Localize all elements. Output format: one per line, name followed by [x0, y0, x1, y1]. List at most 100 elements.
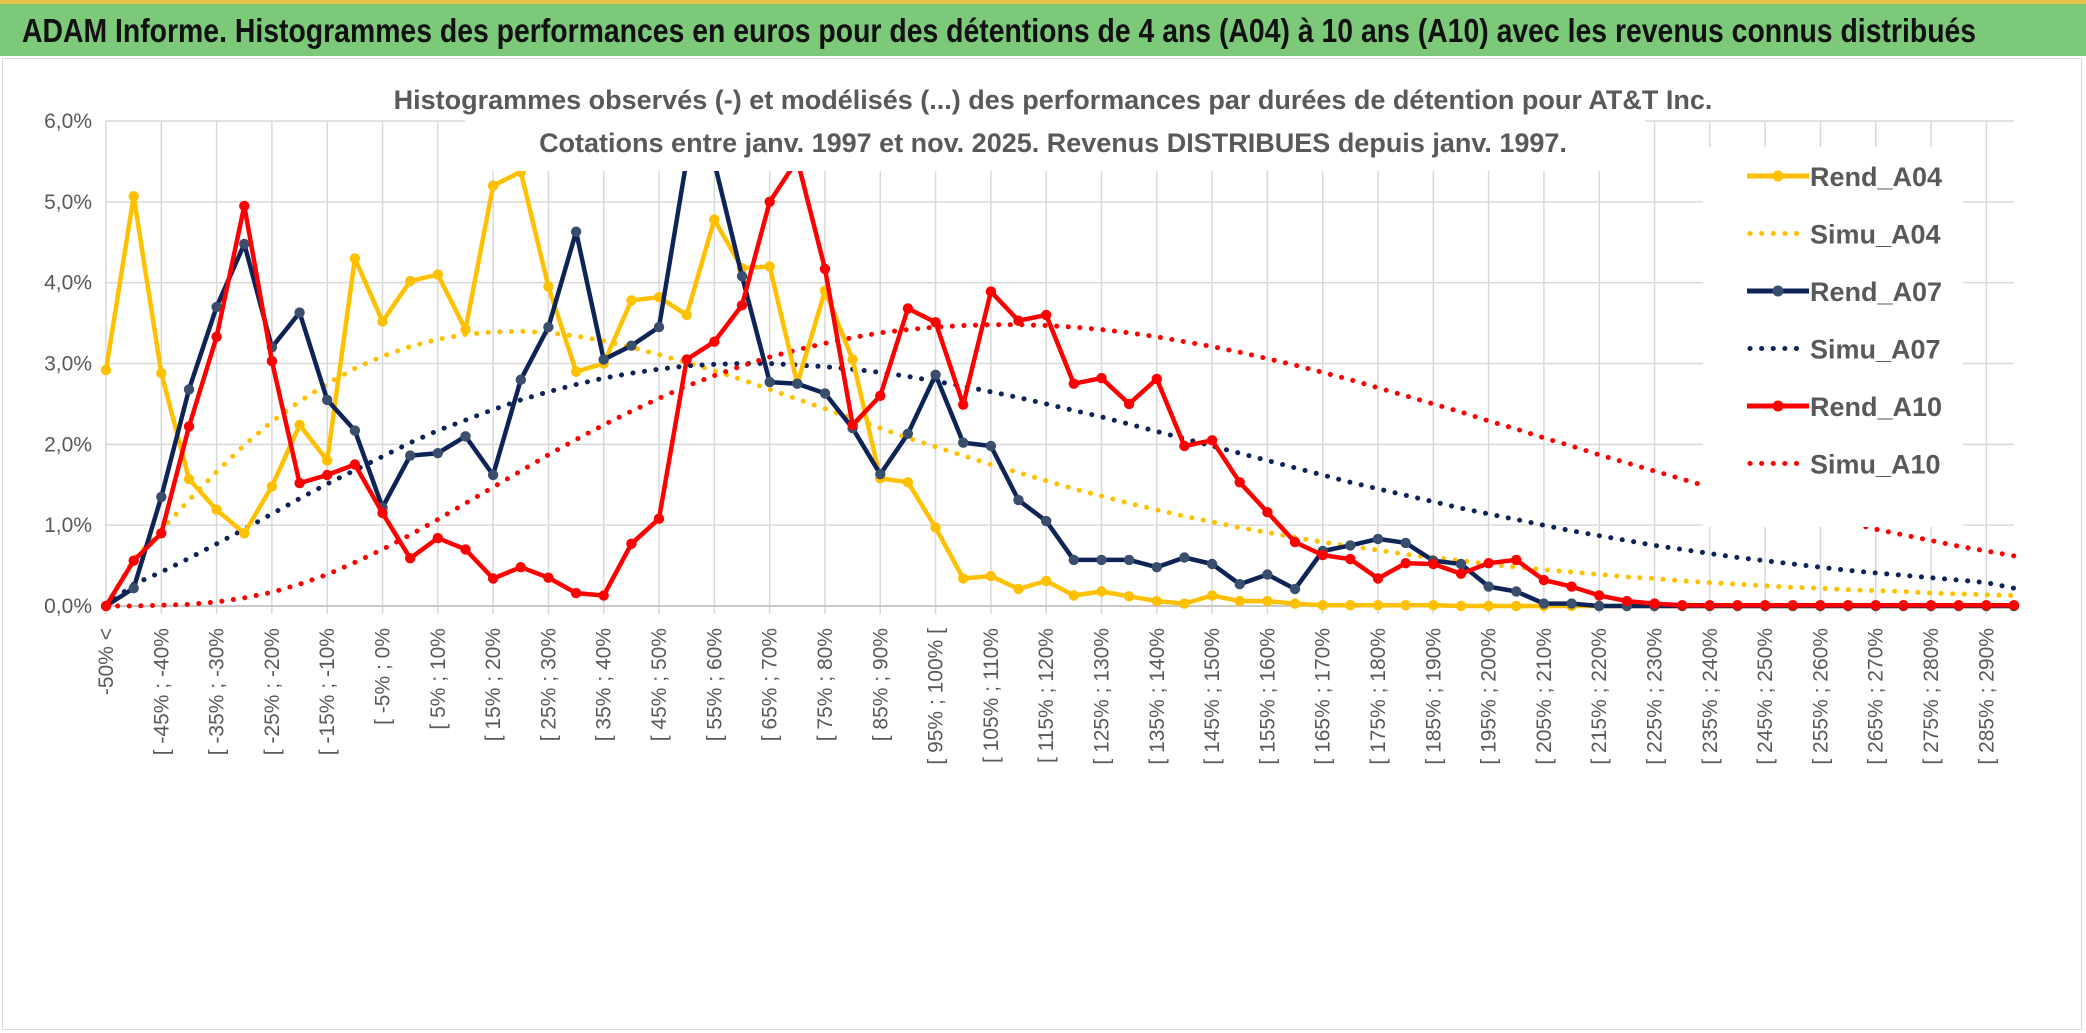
data-point-rend_a10 — [1455, 568, 1467, 579]
data-point-rend_a10 — [1649, 598, 1660, 609]
data-point-rend_a07 — [792, 378, 803, 389]
data-point-rend_a10 — [377, 507, 388, 519]
data-point-rend_a07 — [432, 448, 443, 459]
legend-box — [1703, 147, 1963, 527]
data-point-rend_a10 — [2008, 600, 2020, 611]
data-point-rend_a04 — [1428, 600, 1439, 611]
x-tick-label: [ 235% ; 240% — [1699, 628, 1722, 765]
data-point-rend_a04 — [764, 261, 775, 272]
x-tick-label: [ 255% ; 260% — [1809, 628, 1832, 765]
data-point-rend_a10 — [1842, 600, 1854, 611]
data-point-rend_a07 — [1372, 533, 1384, 545]
data-point-rend_a10 — [1345, 553, 1356, 565]
x-tick-label: [ 225% ; 230% — [1644, 628, 1667, 765]
data-point-rend_a10 — [1179, 440, 1190, 452]
data-point-rend_a10 — [1123, 398, 1135, 410]
y-tick-label: 6,0% — [44, 110, 92, 133]
data-point-rend_a07 — [156, 491, 167, 503]
data-point-rend_a04 — [570, 366, 582, 377]
data-point-rend_a04 — [266, 481, 278, 492]
data-point-rend_a07 — [515, 374, 526, 385]
x-tick-label: [ 215% ; 220% — [1588, 628, 1611, 765]
data-point-rend_a10 — [405, 553, 416, 564]
data-point-rend_a07 — [405, 450, 416, 461]
data-point-rend_a10 — [1151, 373, 1163, 385]
x-tick-label: [ 265% ; 270% — [1865, 628, 1888, 765]
data-point-rend_a10 — [1511, 554, 1522, 566]
x-tick-label: [ 85% ; 90% — [869, 628, 892, 741]
data-point-rend_a10 — [626, 538, 637, 549]
data-point-rend_a07 — [349, 425, 361, 436]
x-tick-label: [ -25% ; -20% — [261, 628, 284, 755]
x-tick-label: [ 115% ; 120% — [1035, 628, 1058, 763]
x-tick-label: -50% < — [95, 628, 118, 695]
x-tick-label: [ -35% ; -30% — [206, 628, 229, 755]
data-point-rend_a10 — [1234, 477, 1245, 488]
data-point-rend_a07 — [626, 340, 637, 351]
legend-label-rend_a04: Rend_A04 — [1810, 162, 1942, 192]
y-tick-label: 1,0% — [44, 514, 92, 537]
data-point-rend_a10 — [294, 477, 305, 489]
data-point-rend_a07 — [1538, 598, 1550, 609]
data-point-rend_a07 — [1151, 562, 1163, 573]
data-point-rend_a04 — [626, 295, 637, 306]
data-point-rend_a07 — [1511, 586, 1522, 597]
x-tick-label: [ 275% ; 280% — [1920, 628, 1943, 765]
data-point-rend_a07 — [211, 301, 222, 313]
data-point-rend_a07 — [1262, 569, 1273, 580]
data-point-rend_a04 — [1206, 590, 1218, 601]
data-point-rend_a10 — [1594, 590, 1605, 601]
data-point-rend_a04 — [239, 528, 250, 539]
data-point-rend_a10 — [1566, 581, 1577, 592]
data-point-rend_a10 — [902, 303, 914, 314]
x-tick-label: [ -5% ; 0% — [372, 628, 395, 725]
data-point-rend_a10 — [1898, 600, 1909, 611]
data-point-rend_a10 — [681, 354, 692, 365]
data-point-rend_a04 — [1511, 600, 1522, 612]
legend-label-simu_a07: Simu_A07 — [1810, 335, 1941, 365]
data-point-rend_a10 — [653, 513, 665, 524]
x-tick-label: [ 285% ; 290% — [1975, 628, 1998, 765]
data-point-rend_a10 — [1096, 372, 1107, 384]
x-tick-label: [ 35% ; 40% — [593, 628, 616, 741]
data-point-rend_a07 — [736, 271, 748, 282]
data-point-rend_a07 — [1400, 537, 1411, 549]
legend-label-simu_a04: Simu_A04 — [1810, 220, 1941, 250]
data-point-rend_a10 — [543, 572, 554, 583]
series-line-simu_a10 — [103, 322, 2017, 609]
y-tick-label: 3,0% — [44, 353, 92, 376]
chart-title: Histogrammes observés (-) et modélisés (… — [394, 85, 1713, 115]
data-point-rend_a10 — [211, 331, 222, 342]
y-tick-label: 0,0% — [44, 595, 92, 618]
chart-subtitle: Cotations entre janv. 1997 et nov. 2025.… — [539, 128, 1567, 158]
data-point-rend_a04 — [487, 180, 499, 191]
series-line-simu_a07 — [103, 361, 2017, 609]
data-point-rend_a04 — [1123, 591, 1135, 602]
data-point-rend_a07 — [1206, 558, 1218, 570]
data-point-rend_a04 — [1400, 600, 1411, 611]
data-point-rend_a04 — [681, 309, 692, 321]
data-point-rend_a07 — [1041, 515, 1052, 527]
data-point-rend_a10 — [128, 555, 139, 566]
data-point-rend_a04 — [1013, 583, 1024, 595]
data-point-rend_a07 — [985, 440, 997, 452]
data-point-rend_a04 — [1345, 600, 1356, 611]
data-point-rend_a10 — [1262, 507, 1273, 518]
data-point-rend_a10 — [1815, 600, 1826, 611]
data-point-rend_a04 — [1068, 590, 1080, 601]
data-point-rend_a10 — [1206, 435, 1218, 446]
data-point-rend_a04 — [156, 368, 167, 379]
data-point-rend_a07 — [819, 388, 831, 399]
x-tick-label: [ 95% ; 100% [ — [925, 628, 948, 765]
data-point-rend_a10 — [100, 600, 112, 612]
data-point-rend_a04 — [1041, 575, 1052, 587]
data-point-rend_a10 — [985, 286, 997, 297]
data-point-rend_a07 — [1234, 579, 1245, 590]
data-point-rend_a07 — [653, 321, 665, 333]
y-tick-label: 4,0% — [44, 272, 92, 295]
data-point-rend_a07 — [1096, 554, 1107, 566]
data-point-rend_a10 — [1759, 600, 1771, 611]
data-point-rend_a07 — [460, 431, 471, 442]
legend-marker — [1772, 285, 1784, 297]
data-point-rend_a07 — [294, 307, 305, 318]
